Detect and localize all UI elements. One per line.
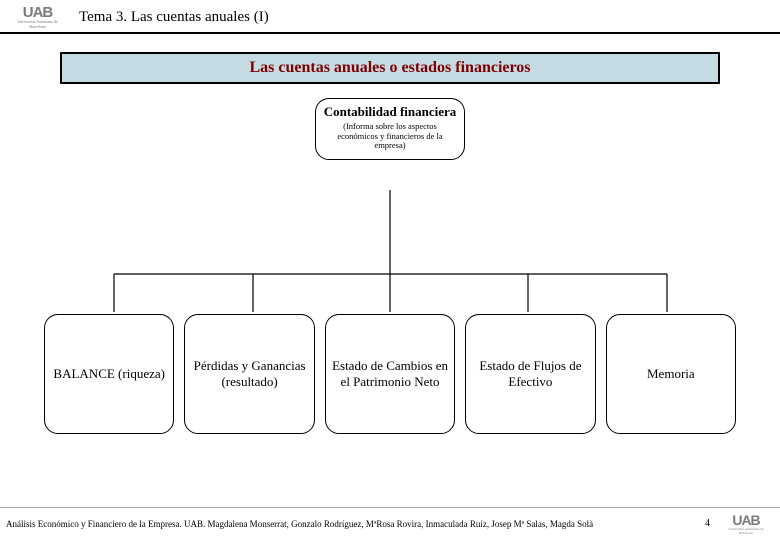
children-row: BALANCE (riqueza) Pérdidas y Ganancias (… (40, 314, 740, 434)
logo-top: UAB Universitat Autònoma de Barcelona (10, 6, 65, 28)
logo-bottom: UAB Universitat Autònoma de Barcelona (722, 513, 770, 535)
logo-subtext: Universitat Autònoma de Barcelona (722, 527, 770, 535)
child-node-label: Estado de Cambios en el Patrimonio Neto (332, 358, 448, 389)
root-node-title: Contabilidad financiera (322, 105, 458, 120)
child-node-label: Estado de Flujos de Efectivo (472, 358, 588, 389)
child-node: Pérdidas y Ganancias (resultado) (184, 314, 314, 434)
diagram-area: Contabilidad financiera (Informa sobre l… (40, 84, 740, 444)
logo-text: UAB (23, 5, 53, 20)
root-node: Contabilidad financiera (Informa sobre l… (315, 98, 465, 160)
child-node: BALANCE (riqueza) (44, 314, 174, 434)
logo-text: UAB (732, 513, 759, 527)
footer-text: Análisis Económico y Financiero de la Em… (6, 519, 593, 529)
logo-subtext: Universitat Autònoma de Barcelona (10, 20, 65, 30)
child-node-label: Memoria (647, 366, 695, 382)
child-node-label: BALANCE (riqueza) (53, 366, 165, 382)
header: UAB Universitat Autònoma de Barcelona Te… (0, 0, 780, 34)
footer-right: 4 UAB Universitat Autònoma de Barcelona (705, 513, 770, 535)
page-number: 4 (705, 518, 710, 529)
footer: Análisis Económico y Financiero de la Em… (0, 507, 780, 540)
child-node-label: Pérdidas y Ganancias (resultado) (191, 358, 307, 389)
child-node: Estado de Cambios en el Patrimonio Neto (325, 314, 455, 434)
page-title: Tema 3. Las cuentas anuales (I) (79, 9, 269, 26)
child-node: Memoria (606, 314, 736, 434)
banner-title: Las cuentas anuales o estados financiero… (60, 52, 720, 84)
root-node-subtitle: (Informa sobre los aspectos económicos y… (322, 122, 458, 151)
child-node: Estado de Flujos de Efectivo (465, 314, 595, 434)
